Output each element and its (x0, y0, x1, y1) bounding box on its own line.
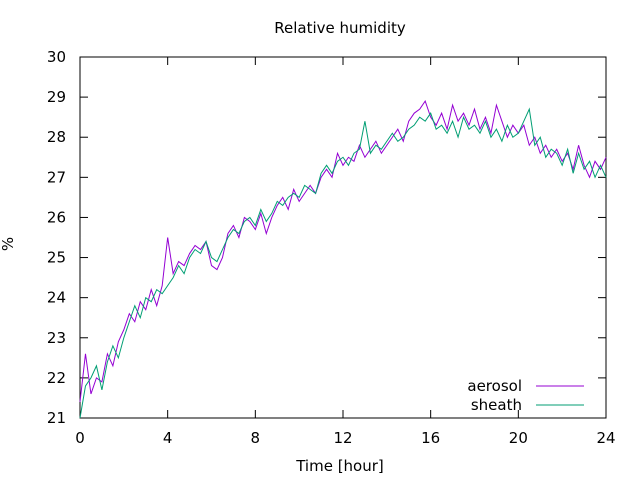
x-tick-label: 4 (163, 429, 173, 447)
y-tick-label: 25 (47, 249, 66, 267)
series-line-sheath (79, 107, 607, 419)
y-tick-label: 28 (47, 128, 66, 146)
y-tick-label: 30 (47, 48, 66, 66)
y-tick-label: 27 (47, 168, 66, 186)
y-axis-label: % (0, 237, 17, 251)
y-tick-label: 26 (47, 208, 66, 226)
chart-title: Relative humidity (274, 19, 406, 37)
x-tick-label: 24 (596, 429, 615, 447)
x-tick-label: 20 (509, 429, 528, 447)
y-tick-label: 24 (47, 289, 66, 307)
legend-label-sheath: sheath (471, 396, 522, 414)
y-ticks: 21 22 23 24 25 26 27 28 29 30 (47, 48, 606, 427)
x-axis-label: Time [hour] (295, 457, 384, 475)
x-tick-label: 16 (421, 429, 440, 447)
x-ticks: 0 4 8 12 16 20 24 (75, 57, 616, 447)
legend-label-aerosol: aerosol (467, 377, 522, 395)
series-line-aerosol (79, 100, 607, 403)
series-lines (79, 100, 607, 419)
x-tick-label: 0 (75, 429, 85, 447)
plot-border (79, 56, 607, 419)
y-tick-label: 23 (47, 329, 66, 347)
x-tick-label: 12 (333, 429, 352, 447)
y-tick-label: 22 (47, 369, 66, 387)
y-tick-label: 21 (47, 409, 66, 427)
y-tick-label: 29 (47, 88, 66, 106)
x-tick-label: 8 (251, 429, 261, 447)
plot-area (79, 56, 607, 419)
